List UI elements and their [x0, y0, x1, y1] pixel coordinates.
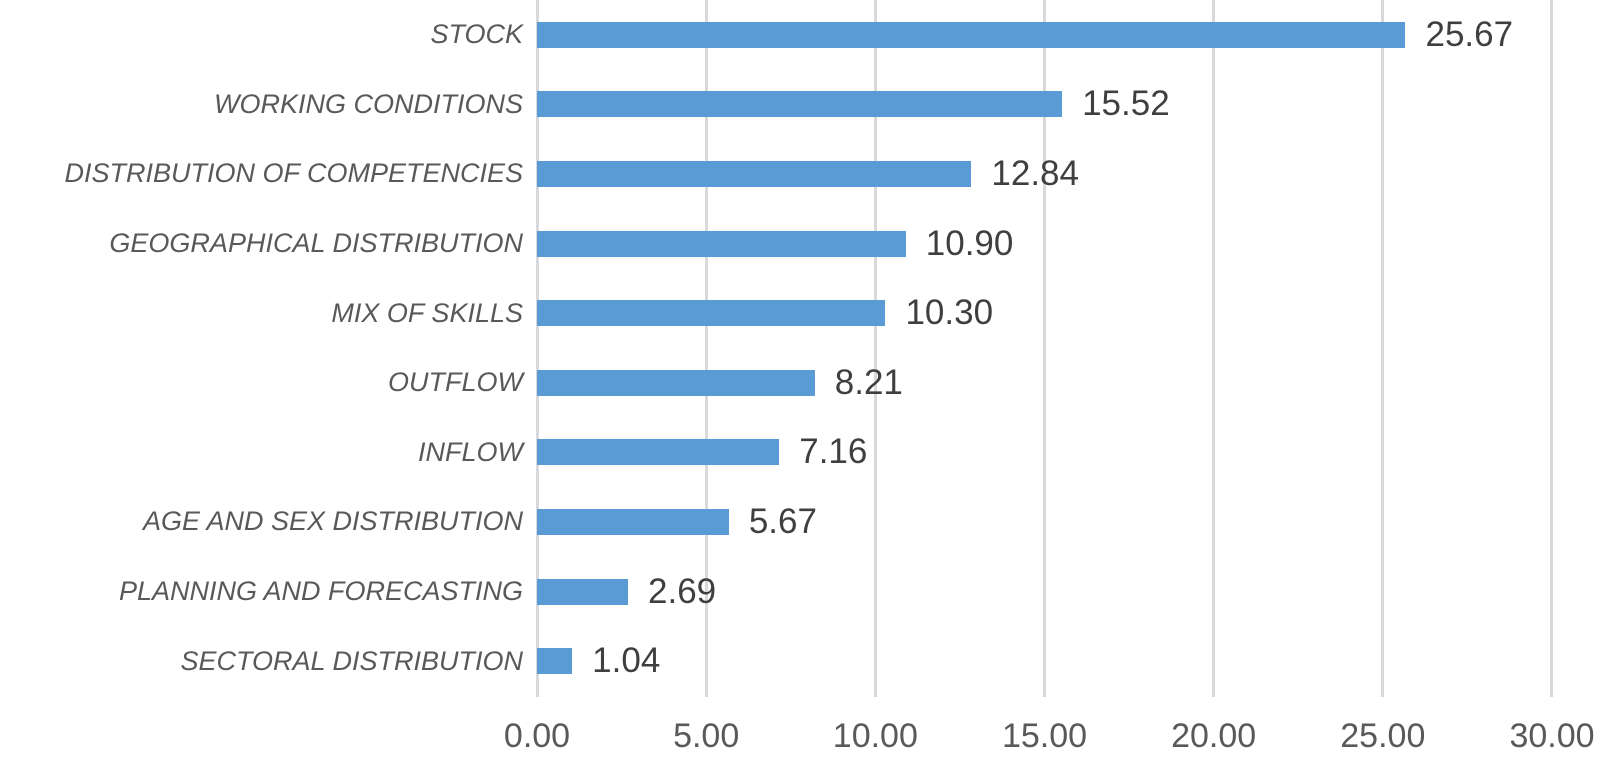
x-axis-tick-labels: 0.00 5.00 10.00 15.00 20.00 25.00 30.00	[0, 712, 1606, 760]
category-label: AGE AND SEX DISTRIBUTION	[142, 506, 523, 537]
plot-area: 25.67	[537, 0, 1606, 70]
category-label: GEOGRAPHICAL DISTRIBUTION	[109, 228, 523, 259]
bar	[537, 648, 573, 675]
category-label: INFLOW	[418, 436, 523, 467]
x-axis-tick: 10.00	[832, 717, 918, 755]
value-label: 12.84	[991, 153, 1079, 193]
chart-row: INFLOW 7.16	[0, 418, 1606, 488]
value-label: 5.67	[748, 501, 817, 541]
plot-area: 12.84	[537, 139, 1606, 209]
gridline	[1550, 0, 1554, 697]
bar	[537, 578, 628, 605]
x-axis-tick: 0.00	[503, 717, 571, 755]
value-label: 25.67	[1425, 14, 1514, 54]
gridline	[873, 0, 877, 697]
category-label: WORKING CONDITIONS	[214, 88, 523, 119]
chart-row: WORKING CONDITIONS 15.52	[0, 70, 1606, 140]
bar	[537, 439, 780, 466]
chart-row: DISTRIBUTION OF COMPETENCIES 12.84	[0, 139, 1606, 209]
bar	[537, 369, 815, 396]
bar	[537, 300, 886, 327]
category-label: OUTFLOW	[388, 367, 523, 398]
category-label: SECTORAL DISTRIBUTION	[180, 645, 523, 676]
value-label: 10.30	[905, 293, 994, 333]
chart-row: GEOGRAPHICAL DISTRIBUTION 10.90	[0, 209, 1606, 279]
x-axis-tick: 20.00	[1171, 717, 1257, 755]
chart-row: PLANNING AND FORECASTING 2.69	[0, 557, 1606, 627]
value-label: 1.04	[592, 641, 661, 681]
bar	[537, 91, 1063, 118]
plot-area: 5.67	[537, 487, 1606, 557]
plot-area: 15.52	[537, 70, 1606, 140]
chart-row: MIX OF SKILLS 10.30	[0, 278, 1606, 348]
gridline	[1381, 0, 1385, 697]
category-label: DISTRIBUTION OF COMPETENCIES	[64, 158, 523, 189]
gridline	[704, 0, 708, 697]
chart-row: OUTFLOW 8.21	[0, 348, 1606, 418]
bar	[537, 160, 972, 187]
chart-row: STOCK 25.67	[0, 0, 1606, 70]
plot-area: 8.21	[537, 348, 1606, 418]
bar	[537, 508, 729, 535]
x-axis-tick: 25.00	[1340, 717, 1426, 755]
gridline	[535, 0, 539, 697]
gridline	[1042, 0, 1046, 697]
plot-area: 10.30	[537, 278, 1606, 348]
gridline	[1212, 0, 1216, 697]
x-axis-tick: 15.00	[1001, 717, 1088, 755]
category-label: STOCK	[430, 19, 523, 50]
x-axis-tick: 5.00	[673, 717, 740, 755]
bar	[537, 21, 1406, 48]
value-label: 10.90	[925, 223, 1014, 263]
plot-area: 1.04	[537, 626, 1606, 696]
value-label: 15.52	[1082, 84, 1170, 124]
category-label: MIX OF SKILLS	[331, 297, 523, 328]
chart-row: AGE AND SEX DISTRIBUTION 5.67	[0, 487, 1606, 557]
plot-area: 10.90	[537, 209, 1606, 279]
value-label: 8.21	[834, 362, 903, 402]
bar	[537, 230, 906, 257]
plot-area: 7.16	[537, 418, 1606, 488]
value-label: 2.69	[648, 571, 717, 611]
plot-area: 2.69	[537, 557, 1606, 627]
category-label: PLANNING AND FORECASTING	[118, 576, 523, 607]
chart-rows: STOCK 25.67 WORKING CONDITIONS 15.52 DISTRIB…	[0, 0, 1606, 696]
x-axis-tick: 30.00	[1509, 717, 1595, 755]
chart-row: SECTORAL DISTRIBUTION 1.04	[0, 626, 1606, 696]
value-label: 7.16	[799, 432, 868, 472]
